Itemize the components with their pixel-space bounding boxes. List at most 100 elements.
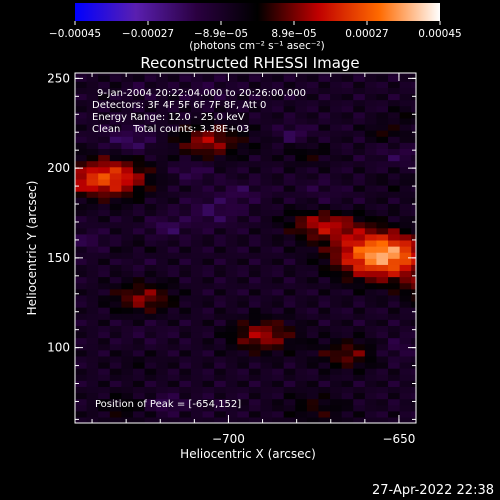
heatmap-cell: [109, 75, 122, 82]
heatmap-cell: [295, 227, 308, 235]
heatmap-cell: [86, 386, 99, 394]
heatmap-cell: [283, 252, 296, 259]
heatmap-cell: [341, 246, 354, 253]
heatmap-cell: [109, 191, 122, 198]
heatmap-cell: [179, 343, 192, 351]
heatmap-cell: [295, 87, 308, 95]
heatmap-cell: [295, 221, 308, 229]
heatmap-cell: [167, 142, 180, 149]
heatmap-cell: [330, 288, 343, 296]
heatmap-cell: [190, 325, 204, 333]
heatmap-cell: [353, 276, 366, 284]
heatmap-cell: [388, 215, 401, 223]
heatmap-cell: [295, 191, 308, 198]
heatmap-cell: [341, 252, 354, 259]
heatmap-cell: [202, 398, 215, 406]
heatmap-cell: [330, 209, 343, 217]
heatmap-cell: [237, 325, 250, 333]
heatmap-cell: [109, 178, 122, 186]
heatmap-cell: [109, 154, 122, 162]
heatmap-cell: [202, 307, 215, 314]
heatmap-cell: [399, 99, 412, 107]
heatmap-cell: [388, 172, 401, 180]
heatmap-cell: [75, 209, 88, 217]
heatmap-cell: [295, 361, 308, 369]
heatmap-cell: [121, 416, 134, 423]
heatmap-cell: [248, 307, 262, 314]
heatmap-cell: [295, 294, 308, 302]
heatmap-cell: [295, 93, 308, 101]
heatmap-cell: [202, 361, 215, 369]
heatmap-cell: [144, 111, 157, 119]
heatmap-cell: [179, 105, 192, 113]
heatmap-cell: [376, 239, 389, 247]
heatmap-cell: [411, 307, 416, 314]
heatmap-cell: [318, 294, 331, 302]
heatmap-cell: [167, 252, 180, 259]
heatmap-cell: [75, 233, 88, 241]
heatmap-cell: [260, 246, 273, 253]
heatmap-cell: [283, 325, 296, 333]
heatmap-cell: [399, 252, 412, 259]
heatmap-cell: [364, 203, 378, 211]
heatmap-cell: [109, 215, 122, 223]
heatmap-cell: [353, 172, 366, 180]
heatmap-cell: [202, 300, 215, 308]
heatmap-cell: [364, 227, 378, 235]
heatmap-cell: [330, 160, 343, 168]
heatmap-cell: [283, 343, 296, 351]
heatmap-cell: [318, 111, 331, 119]
heatmap-cell: [109, 380, 122, 387]
heatmap-cell: [330, 307, 343, 314]
heatmap-cell: [121, 160, 134, 168]
heatmap-cell: [388, 398, 401, 406]
heatmap-cell: [75, 392, 88, 400]
heatmap-cell: [318, 148, 331, 156]
heatmap-cell: [399, 258, 412, 265]
heatmap-cell: [179, 374, 192, 381]
heatmap-cell: [376, 282, 389, 290]
heatmap-cell: [75, 221, 88, 229]
heatmap-cell: [388, 73, 401, 76]
heatmap-cell: [388, 374, 401, 381]
heatmap-cell: [132, 349, 146, 357]
heatmap-cell: [376, 166, 389, 174]
heatmap-cell: [341, 294, 354, 302]
heatmap-cell: [399, 264, 412, 272]
heatmap-cell: [318, 416, 331, 423]
heatmap-cell: [132, 130, 146, 137]
heatmap-cell: [388, 337, 401, 345]
heatmap-cell: [225, 343, 238, 351]
heatmap-cell: [98, 185, 111, 192]
heatmap-cell: [376, 191, 389, 198]
heatmap-cell: [214, 282, 227, 290]
heatmap-cell: [248, 154, 262, 162]
heatmap-cell: [167, 270, 180, 278]
heatmap-cell: [399, 123, 412, 131]
heatmap-cell: [121, 361, 134, 369]
heatmap-cell: [388, 276, 401, 284]
heatmap-cell: [202, 337, 215, 345]
heatmap-cell: [132, 227, 146, 235]
heatmap-cell: [237, 404, 250, 412]
y-tick-label: 200: [47, 161, 70, 175]
heatmap-cell: [248, 374, 262, 381]
heatmap-cell: [225, 215, 238, 223]
heatmap-cell: [376, 343, 389, 351]
heatmap-cell: [75, 227, 88, 235]
heatmap-cell: [248, 294, 262, 302]
heatmap-cell: [179, 386, 192, 394]
heatmap-cell: [144, 246, 157, 253]
heatmap-cell: [388, 148, 401, 156]
heatmap-cell: [144, 75, 157, 82]
heatmap-cell: [167, 386, 180, 394]
heatmap-cell: [341, 117, 354, 125]
heatmap-cell: [364, 361, 378, 369]
heatmap-cell: [202, 160, 215, 168]
heatmap-cell: [202, 294, 215, 302]
heatmap-cell: [272, 313, 285, 320]
heatmap-cell: [121, 392, 134, 400]
heatmap-cell: [399, 374, 412, 381]
heatmap-cell: [260, 380, 273, 387]
heatmap-cell: [132, 368, 146, 375]
